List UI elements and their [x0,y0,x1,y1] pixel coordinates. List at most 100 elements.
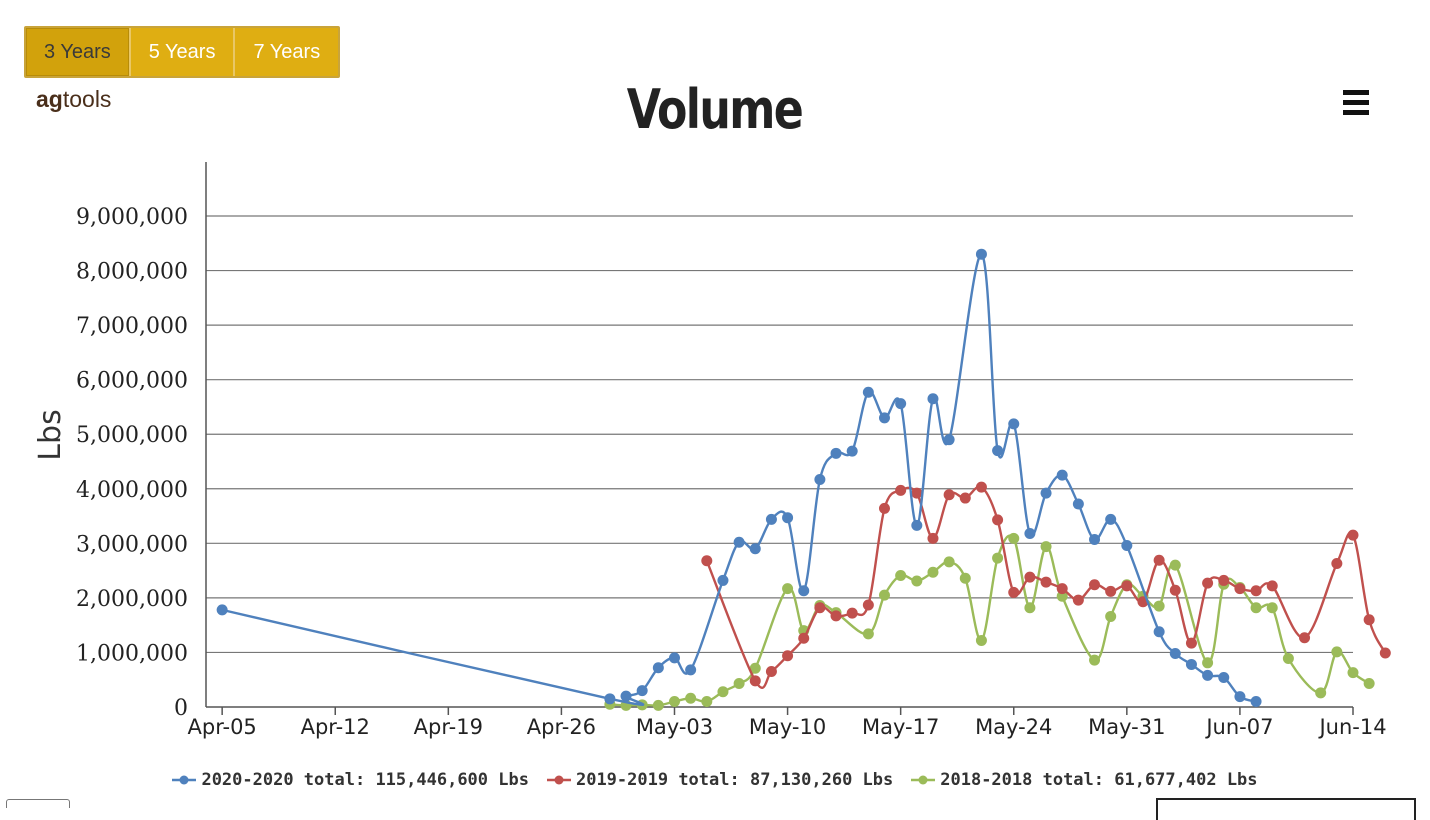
data-point[interactable] [1169,648,1181,660]
data-point[interactable] [1024,602,1036,614]
data-point[interactable] [943,434,955,446]
data-point[interactable] [216,604,228,616]
data-point[interactable] [652,662,664,674]
data-point[interactable] [733,678,745,690]
data-point[interactable] [879,589,891,601]
data-point[interactable] [911,519,923,531]
data-point[interactable] [1008,418,1020,430]
data-point[interactable] [959,492,971,504]
hamburger-menu-icon[interactable] [1340,88,1372,118]
data-point[interactable] [782,512,794,524]
agtools-logo[interactable]: agtools [36,86,111,113]
data-point[interactable] [1347,667,1359,679]
data-point[interactable] [911,575,923,587]
data-point[interactable] [1040,576,1052,588]
data-point[interactable] [1040,487,1052,499]
data-point[interactable] [846,607,858,619]
data-point[interactable] [927,532,939,544]
data-point[interactable] [1331,558,1343,570]
data-point[interactable] [975,481,987,493]
data-point[interactable] [1105,513,1117,525]
data-point[interactable] [620,690,632,702]
data-point[interactable] [668,696,680,708]
data-point[interactable] [782,583,794,595]
data-point[interactable] [1202,577,1214,589]
data-point[interactable] [814,602,826,614]
data-point[interactable] [1089,534,1101,546]
data-point[interactable] [749,543,761,555]
data-point[interactable] [685,664,697,676]
data-point[interactable] [1121,580,1133,592]
data-point[interactable] [830,610,842,622]
data-point[interactable] [636,685,648,697]
data-point[interactable] [1024,571,1036,583]
data-point[interactable] [749,675,761,687]
data-point[interactable] [1363,678,1375,690]
data-point[interactable] [1250,696,1262,708]
data-point[interactable] [1040,541,1052,553]
data-point[interactable] [1234,583,1246,595]
data-point[interactable] [1234,691,1246,703]
data-point[interactable] [1105,610,1117,622]
data-point[interactable] [1072,594,1084,606]
data-point[interactable] [668,652,680,664]
data-point[interactable] [1024,528,1036,540]
data-point[interactable] [749,662,761,674]
data-point[interactable] [814,474,826,486]
data-point[interactable] [943,556,955,568]
range-7-years-button[interactable]: 7 Years [235,28,339,76]
data-point[interactable] [1056,583,1068,595]
data-point[interactable] [959,572,971,584]
data-point[interactable] [1153,626,1165,638]
data-point[interactable] [1218,574,1230,586]
data-point[interactable] [1218,672,1230,684]
data-point[interactable] [1153,554,1165,566]
data-point[interactable] [1202,669,1214,681]
data-point[interactable] [992,514,1004,526]
data-point[interactable] [765,513,777,525]
range-5-years-button[interactable]: 5 Years [130,28,236,76]
data-point[interactable] [1185,637,1197,649]
data-point[interactable] [1250,602,1262,614]
data-point[interactable] [1056,469,1068,481]
data-point[interactable] [1315,687,1327,699]
data-point[interactable] [895,570,907,582]
data-point[interactable] [927,566,939,578]
legend-item[interactable]: 2020-2020 total: 115,446,600 Lbs [172,770,529,790]
data-point[interactable] [830,447,842,459]
data-point[interactable] [1153,600,1165,612]
legend-item[interactable]: 2019-2019 total: 87,130,260 Lbs [546,770,893,790]
data-point[interactable] [927,393,939,405]
data-point[interactable] [604,693,616,705]
data-point[interactable] [798,632,810,644]
data-point[interactable] [1250,585,1262,597]
data-point[interactable] [1089,579,1101,591]
data-point[interactable] [1363,614,1375,626]
data-point[interactable] [895,398,907,410]
data-point[interactable] [992,445,1004,457]
data-point[interactable] [1379,647,1391,659]
data-point[interactable] [1202,657,1214,669]
data-point[interactable] [652,699,664,711]
data-point[interactable] [1121,540,1133,552]
data-point[interactable] [862,628,874,640]
data-point[interactable] [862,386,874,398]
data-point[interactable] [975,248,987,260]
data-point[interactable] [1266,580,1278,592]
data-point[interactable] [1169,584,1181,596]
data-point[interactable] [782,650,794,662]
data-point[interactable] [862,599,874,611]
data-point[interactable] [1185,658,1197,670]
data-point[interactable] [685,692,697,704]
range-3-years-button[interactable]: 3 Years [26,28,131,76]
data-point[interactable] [798,585,810,597]
search-box-partial[interactable] [1156,798,1416,820]
data-point[interactable] [1072,498,1084,510]
data-point[interactable] [943,489,955,501]
data-point[interactable] [1331,646,1343,658]
data-point[interactable] [879,502,891,514]
data-point[interactable] [1056,590,1068,602]
data-point[interactable] [701,555,713,567]
data-point[interactable] [992,552,1004,564]
data-point[interactable] [733,536,745,548]
